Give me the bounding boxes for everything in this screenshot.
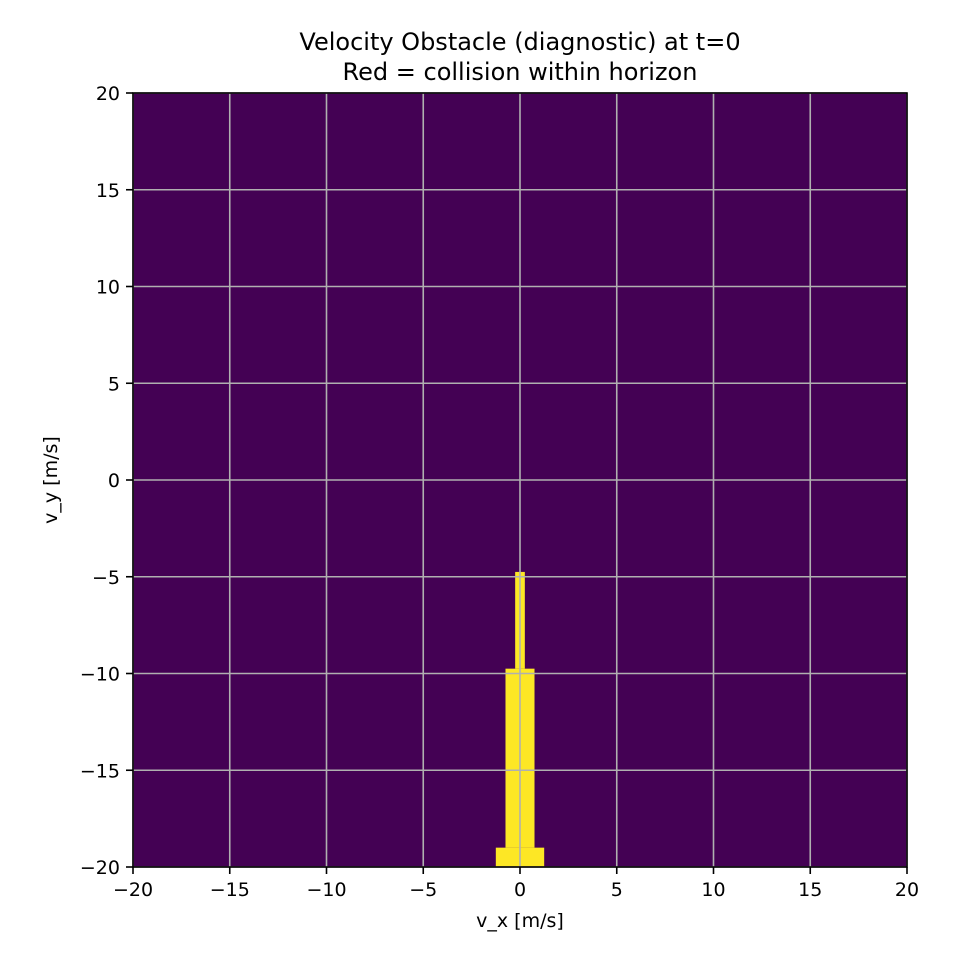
x-tick-label: −20 bbox=[113, 879, 153, 901]
x-tick-label: 15 bbox=[798, 879, 822, 901]
y-axis-label: v_y [m/s] bbox=[40, 436, 62, 524]
x-tick-label: −10 bbox=[306, 879, 346, 901]
chart-title: Velocity Obstacle (diagnostic) at t=0 bbox=[299, 28, 740, 56]
y-tick-label: −20 bbox=[80, 857, 120, 879]
y-tick-label: 0 bbox=[108, 470, 120, 492]
y-tick-label: 5 bbox=[108, 373, 120, 395]
x-tick-label: −5 bbox=[409, 879, 437, 901]
chart-subtitle: Red = collision within horizon bbox=[343, 58, 698, 86]
x-axis-label: v_x [m/s] bbox=[476, 910, 564, 932]
x-tick-label: 10 bbox=[701, 879, 725, 901]
y-tick-label: 20 bbox=[96, 83, 120, 105]
x-tick-label: 0 bbox=[514, 879, 526, 901]
x-tick-label: 5 bbox=[611, 879, 623, 901]
x-tick-label: −15 bbox=[210, 879, 250, 901]
plot-area bbox=[132, 92, 908, 868]
x-axis-ticks: −20 −15 −10 −5 0 5 10 15 20 bbox=[113, 867, 919, 901]
y-tick-label: 10 bbox=[96, 277, 120, 299]
x-tick-label: 20 bbox=[895, 879, 919, 901]
y-tick-label: −15 bbox=[80, 760, 120, 782]
y-tick-label: −10 bbox=[80, 664, 120, 686]
y-axis-ticks: −20 −15 −10 −5 0 5 10 15 20 bbox=[80, 83, 133, 879]
y-tick-label: −5 bbox=[92, 567, 120, 589]
y-tick-label: 15 bbox=[96, 180, 120, 202]
